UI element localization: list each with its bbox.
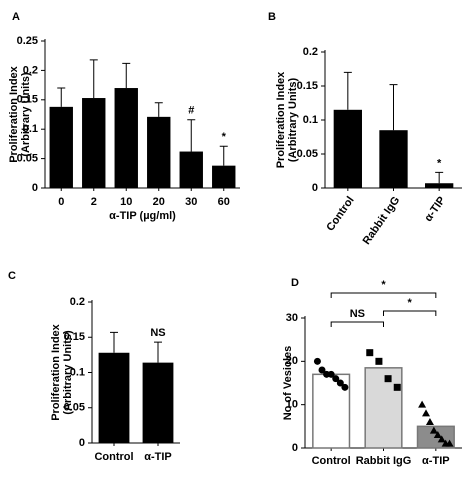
- point: [393, 383, 401, 391]
- y-tick-label: 0.15: [297, 80, 318, 92]
- y-tick-label: 0.05: [17, 153, 38, 165]
- bar: [142, 362, 174, 443]
- point: [318, 366, 326, 374]
- error-bar: [219, 145, 228, 166]
- y-tick-label: 0: [292, 442, 298, 454]
- x-tick-label: 0: [58, 196, 64, 208]
- y-tick-label: 0.2: [70, 296, 85, 308]
- y-axis-label: (Arbitrary Units): [62, 330, 74, 415]
- y-tick-label: 0.15: [64, 331, 85, 343]
- y-tick-label: 0.15: [17, 94, 38, 106]
- annotation: *: [222, 131, 227, 143]
- point: [341, 383, 349, 391]
- error-bar: [57, 87, 66, 107]
- x-tick-label: Rabbit IgG: [356, 455, 412, 467]
- panel-letter: D: [291, 277, 299, 289]
- point: [422, 409, 431, 417]
- annotation: #: [188, 105, 194, 117]
- bar: [98, 352, 130, 443]
- y-tick-label: 0.2: [23, 64, 38, 76]
- y-tick-label: 0.25: [17, 35, 38, 47]
- y-tick-label: 0.05: [297, 148, 318, 160]
- error-bar: [154, 341, 162, 363]
- bar: [379, 130, 408, 188]
- x-tick-label: 30: [185, 196, 197, 208]
- x-axis-label: α-TIP (µg/ml): [109, 210, 176, 222]
- error-bar: [343, 71, 352, 110]
- panel-letter: B: [268, 11, 276, 23]
- point: [375, 357, 383, 365]
- y-tick-label: 0: [312, 182, 318, 194]
- point: [327, 370, 335, 378]
- error-bar: [122, 62, 131, 89]
- point: [445, 439, 454, 447]
- x-tick-label: Control: [94, 451, 133, 463]
- x-tick-label: Control: [324, 195, 356, 234]
- x-tick-label: 60: [218, 196, 230, 208]
- point: [429, 426, 438, 434]
- x-tick-label: 10: [120, 196, 132, 208]
- bar: [114, 88, 138, 188]
- y-tick-label: 30: [286, 312, 298, 324]
- y-tick-label: 20: [286, 355, 298, 367]
- bar: [425, 183, 454, 188]
- y-tick-label: 0.1: [23, 123, 38, 135]
- bar: [364, 367, 403, 449]
- x-tick-label: α-TIP: [422, 455, 450, 467]
- panel-letter: A: [12, 11, 20, 23]
- point: [425, 418, 434, 425]
- x-tick-label: Control: [312, 455, 351, 467]
- y-tick-label: 0.05: [64, 402, 85, 414]
- error-bar: [187, 119, 196, 152]
- x-tick-label: 20: [153, 196, 165, 208]
- point: [332, 375, 340, 383]
- y-axis-label: Proliferation Index: [275, 71, 287, 168]
- bracket-label: *: [408, 297, 413, 309]
- y-axis-label: (Arbitrary Units): [287, 77, 299, 162]
- point: [437, 435, 446, 443]
- bar: [49, 106, 73, 188]
- y-tick-label: 10: [286, 399, 298, 411]
- y-axis-label: (Arbitrary Units): [20, 72, 32, 157]
- point: [313, 357, 321, 365]
- bar: [82, 98, 106, 188]
- point: [418, 400, 427, 408]
- point: [384, 375, 392, 383]
- x-tick-label: α-TIP: [144, 451, 172, 463]
- error-bar: [154, 102, 163, 117]
- bracket-label: NS: [350, 308, 365, 320]
- annotation: NS: [150, 327, 165, 339]
- panel-letter: C: [8, 270, 16, 282]
- bar: [212, 165, 236, 188]
- y-tick-label: 0.1: [303, 114, 318, 126]
- error-bar: [89, 59, 98, 99]
- x-tick-label: Rabbit IgG: [361, 195, 403, 247]
- error-bar: [389, 84, 398, 131]
- y-axis-label: Proliferation Index: [50, 323, 62, 420]
- x-tick-label: α-TIP: [422, 195, 448, 224]
- error-bar: [435, 171, 444, 184]
- bar: [179, 151, 203, 188]
- point: [336, 379, 344, 387]
- y-tick-label: 0.2: [303, 46, 318, 58]
- bracket: [330, 292, 437, 298]
- point: [366, 349, 374, 357]
- bracket: [383, 310, 437, 316]
- y-tick-label: 0: [32, 182, 38, 194]
- y-axis-label: Proliferation Index: [8, 65, 20, 162]
- error-bar: [110, 331, 118, 353]
- bracket-label: *: [381, 279, 386, 291]
- annotation: *: [437, 157, 442, 169]
- point: [433, 431, 442, 438]
- y-tick-label: 0: [79, 437, 85, 449]
- y-tick-label: 0.1: [70, 366, 85, 378]
- bar: [333, 109, 362, 188]
- bracket: [330, 321, 384, 327]
- y-axis-label: No of Vesicles: [282, 346, 294, 421]
- bar: [147, 116, 171, 188]
- x-tick-label: 2: [91, 196, 97, 208]
